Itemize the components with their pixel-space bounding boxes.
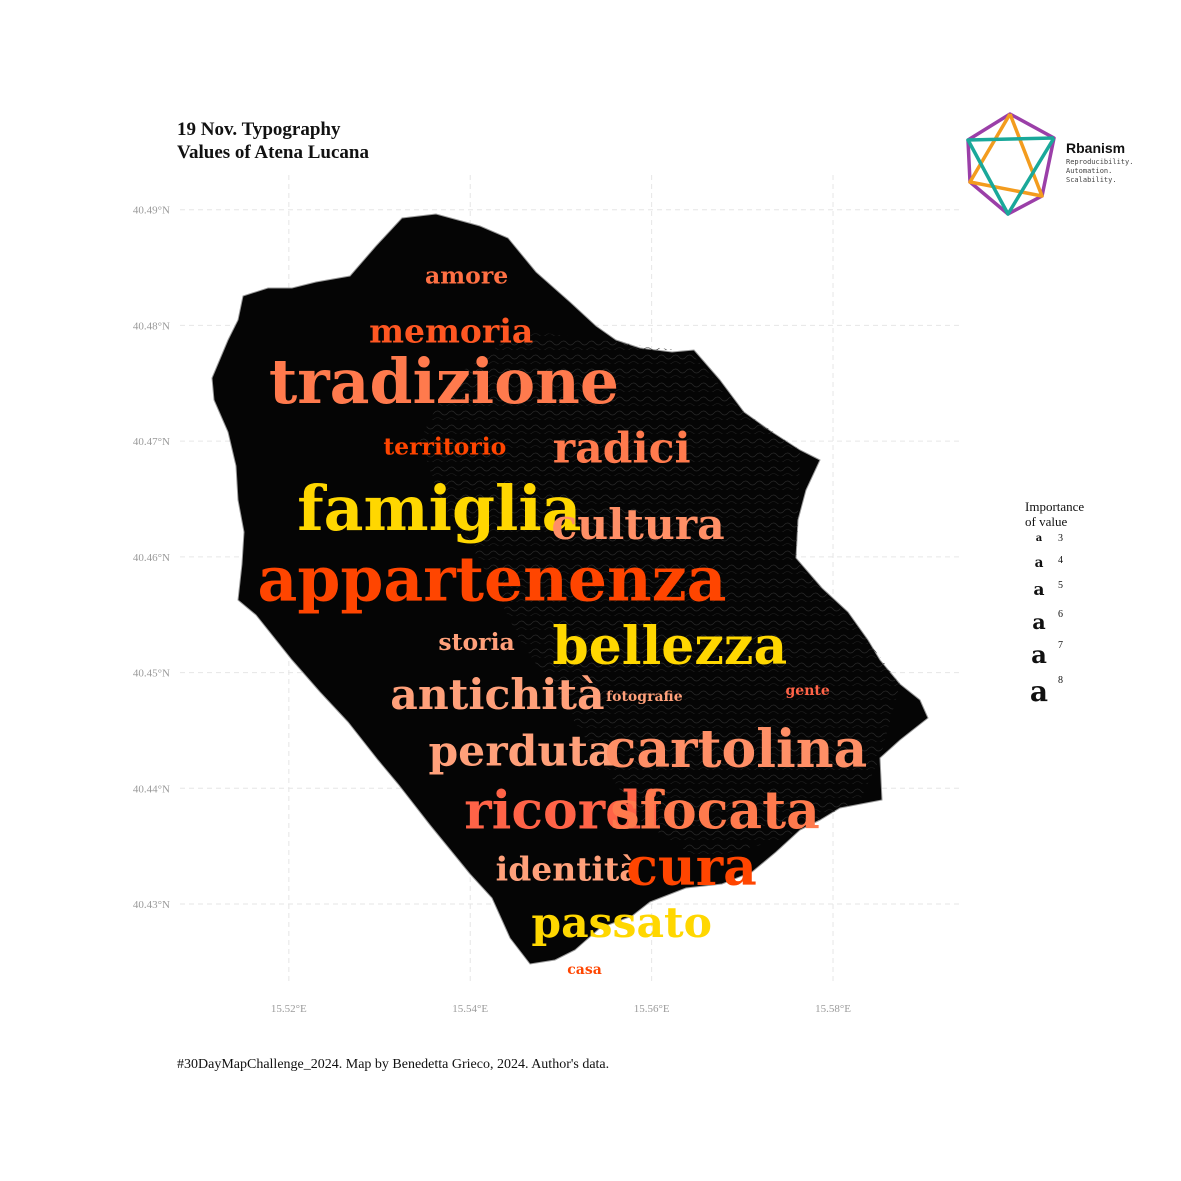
lon-tick-label: 15.56°E [634, 1003, 670, 1015]
word-identità: identità [496, 850, 641, 889]
word-cultura: cultura [551, 500, 724, 550]
word-storia: storia [438, 628, 514, 656]
word-cartolina: cartolina [605, 719, 867, 780]
word-casa: casa [567, 962, 602, 978]
lat-tick-label: 40.48°N [133, 320, 170, 332]
word-tradizione: tradizione [269, 345, 619, 418]
word-gente: gente [786, 683, 830, 699]
latitude-axis: 40.49°N 40.48°N 40.47°N 40.46°N 40.45°N 40.44… [133, 205, 170, 911]
lat-tick-label: 40.49°N [133, 205, 170, 217]
word-passato: passato [531, 898, 712, 948]
lat-tick-label: 40.47°N [133, 436, 170, 448]
word-perduta: perduta [428, 727, 615, 777]
legend-value: 3 [1058, 533, 1063, 544]
word-radici: radici [553, 424, 691, 474]
legend-value: 6 [1058, 608, 1063, 620]
rbanism-logo-mark [966, 112, 1056, 216]
legend-glyph: a [1033, 580, 1045, 601]
word-amore: amore [425, 261, 508, 289]
word-ricordi: ricordi [464, 780, 661, 841]
word-fotografie: fotografie [606, 689, 683, 705]
legend-title: Importance of value [1025, 499, 1115, 529]
lat-tick-label: 40.45°N [133, 668, 170, 680]
lat-tick-label: 40.46°N [133, 552, 170, 564]
word-memoria: memoria [369, 312, 533, 351]
word-territorio: territorio [383, 433, 506, 461]
word-bellezza: bellezza [552, 616, 787, 677]
word-appartenenza: appartenenza [258, 543, 727, 616]
legend-title-line-2: of value [1025, 514, 1068, 529]
legend-value: 5 [1058, 580, 1063, 592]
title-line-1: 19 Nov. Typography [177, 119, 341, 140]
word-famiglia: famiglia [297, 472, 581, 545]
lat-tick-label: 40.43°N [133, 899, 170, 911]
legend-glyph: a [1031, 640, 1047, 670]
word-cura: cura [626, 837, 757, 898]
word-sfocata: sfocata [610, 780, 819, 841]
lat-tick-label: 40.44°N [133, 783, 170, 795]
logo-tagline-3: Scalability. [1066, 176, 1117, 184]
legend-title-line-1: Importance [1025, 499, 1085, 514]
legend-value: 7 [1058, 640, 1063, 652]
word-antichità: antichità [390, 670, 604, 720]
rbanism-logo: Rbanism Reproducibility. Automation. Sca… [962, 110, 1142, 220]
longitude-axis: 15.52°E 15.54°E 15.56°E 15.58°E [271, 1003, 851, 1015]
legend-glyph: a [1034, 555, 1044, 571]
logo-tagline-1: Reproducibility. [1066, 158, 1134, 166]
terrain-texture [420, 330, 900, 860]
legend-value: 8 [1058, 674, 1063, 686]
logo-tagline: Reproducibility. Automation. Scalability… [1066, 158, 1142, 185]
title-block: 19 Nov. Typography Values of Atena Lucan… [177, 118, 369, 164]
legend-value: 4 [1058, 555, 1063, 566]
logo-tagline-2: Automation. [1066, 167, 1113, 175]
title-line-2: Values of Atena Lucana [177, 142, 369, 163]
lon-tick-label: 15.52°E [271, 1003, 307, 1015]
caption: #30DayMapChallenge_2024. Map by Benedett… [177, 1057, 610, 1072]
lon-tick-label: 15.54°E [452, 1003, 488, 1015]
lon-tick-label: 15.58°E [815, 1003, 851, 1015]
legend-glyph: a [1035, 533, 1043, 544]
logo-name: Rbanism [1066, 140, 1126, 156]
legend-glyph: a [1032, 608, 1046, 634]
legend-glyph: a [1029, 674, 1049, 708]
